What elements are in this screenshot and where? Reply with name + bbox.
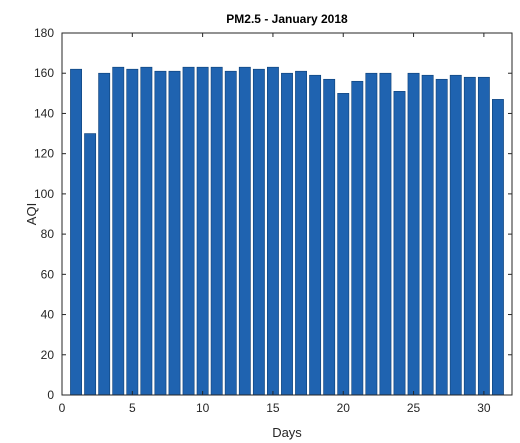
y-tick-label: 60 [41, 267, 55, 281]
bar-day-5 [126, 68, 139, 396]
y-tick-label: 0 [47, 388, 54, 402]
x-tick-label: 0 [59, 401, 66, 415]
bar-day-23 [379, 72, 392, 396]
bar-day-1 [70, 68, 82, 396]
y-axis-ticks: 0 20 40 60 80 100 120 140 160 180 [34, 26, 512, 402]
bar-day-9 [182, 66, 195, 396]
chart-title: PM2.5 - January 2018 [226, 12, 348, 26]
bar-day-2 [84, 133, 97, 396]
bars-group [70, 66, 504, 396]
bar-day-12 [224, 70, 237, 396]
bar-day-28 [449, 74, 462, 396]
y-tick-label: 40 [41, 308, 55, 322]
bar-day-31 [492, 99, 504, 396]
bar-day-10 [196, 66, 209, 396]
y-tick-label: 160 [34, 66, 54, 80]
bar-day-7 [154, 70, 167, 396]
bar-day-13 [238, 66, 251, 396]
x-tick-label: 5 [129, 401, 136, 415]
bar-day-21 [351, 80, 364, 396]
y-tick-label: 180 [34, 26, 54, 40]
bar-day-4 [112, 66, 125, 396]
bar-day-24 [393, 91, 406, 396]
y-tick-label: 20 [41, 348, 55, 362]
x-tick-label: 20 [337, 401, 351, 415]
bar-day-14 [252, 68, 265, 396]
y-tick-label: 100 [34, 187, 54, 201]
bar-day-8 [168, 70, 181, 396]
y-tick-label: 140 [34, 106, 54, 120]
bar-day-18 [309, 74, 322, 396]
bar-day-16 [281, 72, 293, 396]
bar-day-20 [337, 93, 350, 396]
x-axis-ticks: 0 5 10 15 20 25 30 [59, 33, 491, 415]
bar-day-29 [463, 76, 476, 396]
bar-day-22 [365, 72, 378, 396]
x-tick-label: 10 [196, 401, 210, 415]
bar-day-25 [407, 72, 420, 396]
y-axis-label: AQI [24, 203, 39, 225]
bar-day-11 [210, 66, 223, 396]
bar-day-6 [140, 66, 153, 396]
x-axis-label: Days [272, 425, 302, 440]
x-tick-label: 25 [407, 401, 421, 415]
bar-day-26 [421, 74, 434, 396]
plot-frame [61, 32, 513, 396]
y-tick-label: 80 [41, 227, 55, 241]
bar-day-3 [98, 72, 111, 396]
bar-day-15 [267, 66, 279, 396]
y-tick-label: 120 [34, 147, 54, 161]
bar-day-19 [323, 78, 336, 396]
bar-day-30 [477, 76, 490, 396]
x-tick-label: 15 [266, 401, 280, 415]
bar-day-27 [435, 78, 448, 396]
bar-day-17 [295, 70, 307, 396]
x-tick-label: 30 [477, 401, 491, 415]
